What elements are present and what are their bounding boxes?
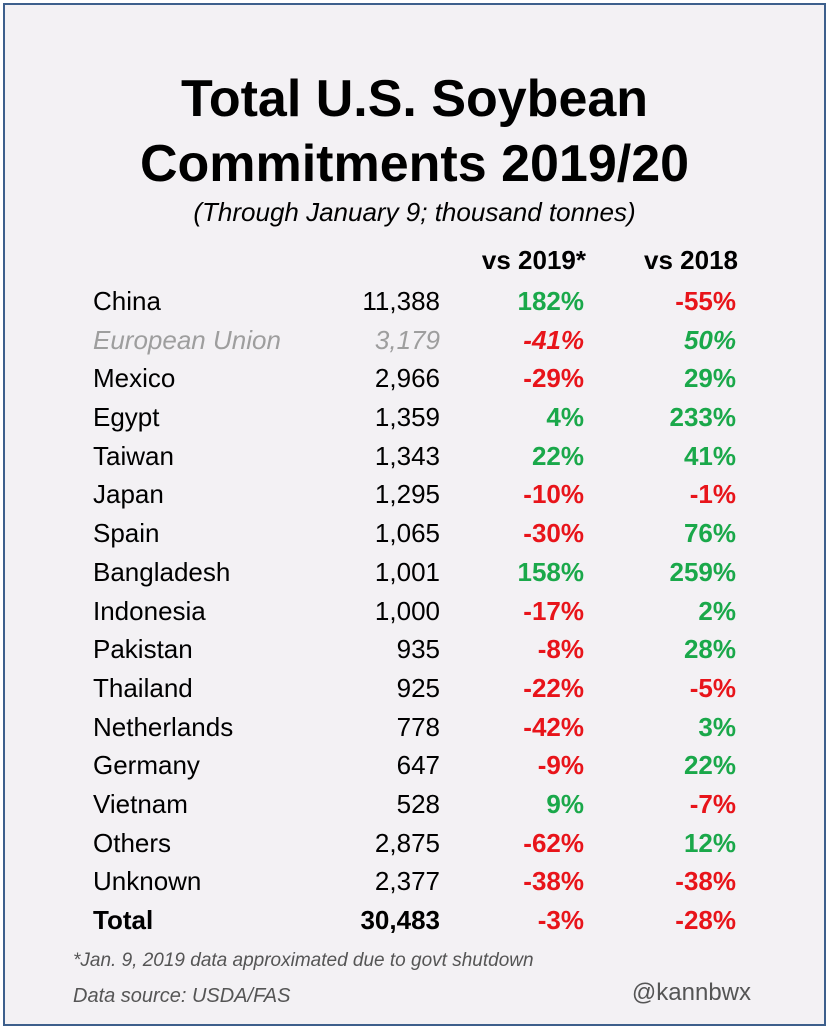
change-vs-2018: -55% (675, 286, 736, 316)
commitment-value: 1,295 (374, 479, 440, 510)
table-row: Thailand 925 -22% -5% (5, 669, 824, 708)
page-title-line2: Commitments 2019/20 (139, 135, 690, 193)
change-vs-2018: -1% (689, 479, 736, 510)
table-row: Taiwan 1,343 22% 41% (5, 437, 824, 476)
change-vs-2019: 182% (517, 286, 585, 316)
change-vs-2018: -5% (689, 672, 736, 703)
page-title-line1: Total U.S. Soybean (180, 70, 649, 128)
change-vs-2019: -17% (523, 595, 584, 626)
change-vs-2019: -29% (523, 363, 584, 394)
total-row: Total 30,483 -3% -28% (5, 901, 824, 940)
change-vs-2019: 4% (546, 402, 584, 433)
change-vs-2018: 3% (698, 711, 736, 742)
country-name: Total (93, 905, 154, 935)
change-vs-2019: -10% (523, 479, 584, 510)
table-row: Mexico 2,966 -29% 29% (5, 359, 824, 398)
chart-frame: Total U.S. Soybean Commitments 2019/20 (… (3, 3, 826, 1026)
table-row: Spain 1,065 -30% 76% (5, 514, 824, 553)
change-vs-2019: 9% (546, 788, 584, 819)
change-vs-2018: 28% (683, 634, 736, 665)
table-row: Egypt 1,359 4% 233% (5, 398, 824, 437)
country-name: Spain (93, 518, 160, 549)
change-vs-2018: 2% (698, 595, 736, 626)
table-row: Bangladesh 1,001 158% 259% (5, 553, 824, 592)
commitment-value: 3,179 (374, 324, 440, 355)
change-vs-2019: 158% (517, 556, 585, 587)
country-name: Vietnam (93, 788, 188, 819)
header-vs-2018: vs 2018 (644, 245, 738, 275)
country-name: European Union (93, 324, 281, 355)
commitments-table: China 11,388 182% -55% European Union 3,179 -4… (5, 282, 824, 940)
change-vs-2019: -41% (523, 324, 584, 355)
country-name: Pakistan (93, 634, 193, 665)
page-subtitle: (Through January 9; thousand tonnes) (193, 197, 636, 227)
commitment-value: 1,343 (374, 440, 440, 471)
country-name: Mexico (93, 363, 176, 394)
country-name: China (93, 286, 161, 316)
commitment-value: 1,000 (374, 595, 440, 626)
table-row: Japan 1,295 -10% -1% (5, 475, 824, 514)
change-vs-2019: -38% (523, 866, 584, 897)
commitment-value: 2,875 (374, 827, 440, 858)
change-vs-2018: 76% (683, 518, 736, 549)
commitment-value: 778 (396, 711, 440, 742)
change-vs-2019: -62% (523, 827, 584, 858)
commitment-value: 935 (396, 634, 440, 665)
change-vs-2018: 29% (683, 363, 736, 394)
table-row: Germany 647 -9% 22% (5, 746, 824, 785)
change-vs-2018: 50% (683, 324, 736, 355)
table-row: China 11,388 182% -55% (5, 282, 824, 321)
change-vs-2018: -38% (675, 866, 736, 897)
country-name: Others (93, 827, 172, 858)
change-vs-2019: -30% (523, 518, 584, 549)
change-vs-2018: -28% (675, 905, 736, 935)
change-vs-2019: -3% (537, 905, 584, 935)
commitment-value: 647 (396, 750, 440, 781)
footnote: *Jan. 9, 2019 data approximated due to g… (73, 950, 534, 971)
commitment-value: 1,001 (374, 556, 440, 587)
change-vs-2018: 259% (669, 556, 737, 587)
commitment-value: 528 (396, 788, 440, 819)
table-row: Unknown 2,377 -38% -38% (5, 862, 824, 901)
commitment-value: 2,966 (374, 363, 440, 394)
author-handle: @kannbwx (631, 979, 751, 1006)
change-vs-2018: -7% (689, 788, 736, 819)
table-row: Vietnam 528 9% -7% (5, 785, 824, 824)
country-name: Japan (93, 479, 164, 510)
change-vs-2018: 22% (683, 750, 736, 781)
commitment-value: 30,483 (360, 905, 440, 935)
country-name: Egypt (93, 402, 160, 433)
change-vs-2018: 41% (683, 440, 736, 471)
commitment-value: 925 (396, 672, 440, 703)
change-vs-2018: 12% (683, 827, 736, 858)
country-name: Unknown (93, 866, 202, 897)
change-vs-2019: -8% (537, 634, 584, 665)
commitment-value: 1,065 (374, 518, 440, 549)
country-name: Taiwan (93, 440, 174, 471)
commitment-value: 2,377 (374, 866, 440, 897)
table-row: Others 2,875 -62% 12% (5, 824, 824, 863)
change-vs-2019: -9% (537, 750, 584, 781)
header-vs-2019: vs 2019* (481, 245, 586, 275)
commitment-value: 1,359 (374, 402, 440, 433)
change-vs-2018: 233% (669, 402, 737, 433)
change-vs-2019: 22% (531, 440, 584, 471)
table-row: Indonesia 1,000 -17% 2% (5, 592, 824, 631)
commitment-value: 11,388 (362, 286, 440, 316)
table-row: European Union 3,179 -41% 50% (5, 321, 824, 360)
country-name: Thailand (93, 672, 193, 703)
data-source: Data source: USDA/FAS (73, 985, 291, 1007)
change-vs-2019: -22% (523, 672, 584, 703)
country-name: Bangladesh (93, 556, 231, 587)
country-name: Indonesia (93, 595, 206, 626)
country-name: Germany (93, 750, 200, 781)
change-vs-2019: -42% (523, 711, 584, 742)
table-row: Netherlands 778 -42% 3% (5, 708, 824, 747)
country-name: Netherlands (93, 711, 234, 742)
table-row: Pakistan 935 -8% 28% (5, 630, 824, 669)
